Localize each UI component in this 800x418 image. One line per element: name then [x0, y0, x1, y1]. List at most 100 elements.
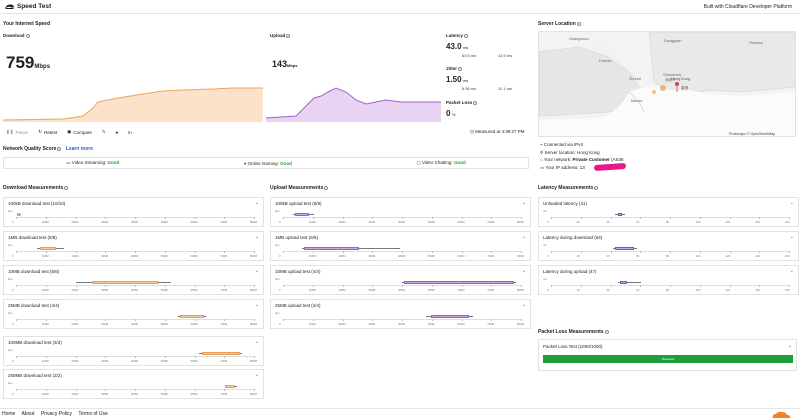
chevron-down-icon[interactable]: ⌄ — [787, 343, 792, 349]
axis-tick-label: 500M — [427, 220, 435, 224]
quality-online-gaming: ⌖ Online Gaming: Good — [243, 160, 292, 166]
linkedin-share-icon[interactable]: in — [128, 129, 132, 135]
info-icon[interactable] — [286, 33, 291, 38]
axis-tick — [342, 285, 343, 287]
server-location-title: Server Location — [538, 21, 581, 27]
axis-tick-label: 600M — [190, 254, 198, 258]
axis-tick — [105, 356, 106, 358]
box-plot-bar[interactable] — [620, 280, 628, 284]
jitter-down: 6.56 ms — [462, 86, 477, 91]
axis-unit-label: bps — [275, 311, 280, 315]
box-plot-bar[interactable] — [39, 246, 57, 250]
built-with-link[interactable]: Built with Cloudflare Developer Platform — [703, 4, 792, 10]
box-plot-bar[interactable] — [201, 351, 240, 355]
chevron-down-icon[interactable]: ⌄ — [521, 268, 526, 274]
facebook-share-icon[interactable]: ● — [115, 129, 119, 135]
measurement-card[interactable]: 1MB upload test (6/6) ⌄ bps 0 100M 200M 300M 40… — [270, 231, 531, 261]
axis-tick-label: 300M — [368, 220, 376, 224]
chevron-down-icon[interactable]: ⌄ — [789, 234, 794, 240]
measurement-card[interactable]: 25MB download test (4/4) ⌄ bps 0 100M 200M 300… — [3, 299, 264, 329]
chevron-down-icon[interactable]: ⌄ — [789, 200, 794, 206]
info-icon[interactable] — [464, 33, 469, 38]
chevron-down-icon[interactable]: ⌄ — [521, 302, 526, 308]
box-plot-bar[interactable] — [180, 314, 205, 318]
footer-link-privacy[interactable]: Privacy Policy — [40, 411, 73, 417]
retest-button[interactable]: ↻ Retest — [38, 129, 58, 135]
measurement-card[interactable]: 1MB download test (8/8) ⌄ bps 0 100M 200M 300M… — [3, 231, 264, 261]
footer-link-about[interactable]: About — [21, 411, 35, 417]
chevron-down-icon[interactable]: ⌄ — [521, 200, 526, 206]
box-plot-bar[interactable] — [404, 280, 514, 284]
measurement-card[interactable]: 100kB upload test (8/8) ⌄ bps 0 100M 200M 300M… — [270, 197, 531, 227]
box-plot-bar[interactable] — [17, 212, 20, 216]
chevron-down-icon[interactable]: ⌄ — [254, 372, 259, 378]
axis-tick-label: 100 — [695, 220, 701, 224]
box-plot-bar[interactable] — [225, 384, 235, 388]
measurement-card[interactable]: Latency during download (64) ⌄ ms 0 20 40 60 80… — [538, 231, 799, 261]
box-plot-bar[interactable] — [92, 280, 159, 284]
download-measurements-title: Download Measurements — [3, 185, 69, 191]
measurement-card[interactable]: 25MB upload test (4/4) ⌄ bps 0 100M 200M 300M 4… — [270, 299, 531, 329]
speed-test-logo-icon — [5, 4, 14, 9]
compare-button[interactable]: ▣ Compare — [67, 129, 92, 135]
ip-row: ▭ Your IP address: 13 — [540, 164, 585, 170]
chevron-down-icon[interactable]: ⌄ — [254, 268, 259, 274]
box-plot-bar[interactable] — [304, 246, 360, 250]
info-icon[interactable] — [576, 21, 581, 26]
axis-tick — [789, 251, 790, 253]
axis-tick — [402, 285, 403, 287]
learn-more-link[interactable]: Learn more — [65, 146, 93, 152]
axis-tick — [283, 217, 284, 219]
measurement-card[interactable]: 250MB download test (2/2) ⌄ bps 0 100M 200M 30… — [3, 369, 264, 399]
cloudflare-logo-icon[interactable] — [770, 410, 792, 418]
info-icon[interactable] — [25, 33, 30, 38]
jitter-value: 1.50 ms — [446, 75, 469, 84]
axis-tick-label: 80 — [666, 254, 670, 258]
axis-tick-label: 500M — [160, 220, 168, 224]
info-icon[interactable] — [604, 329, 609, 334]
axis-unit-label: bps — [8, 348, 13, 352]
pause-button[interactable]: ❚❚ Pause — [6, 129, 29, 135]
chevron-down-icon[interactable]: ⌄ — [254, 339, 259, 345]
chevron-down-icon[interactable]: ⌄ — [254, 234, 259, 240]
axis-tick — [402, 319, 403, 321]
upload-value: 143Mbps — [272, 59, 298, 69]
info-icon[interactable] — [473, 100, 478, 105]
info-icon[interactable] — [64, 185, 69, 190]
measurement-card[interactable]: 100MB download test (3/3) ⌄ bps 0 100M 200M 30… — [3, 336, 264, 366]
axis-tick — [372, 217, 373, 219]
axis-tick-label: 0 — [12, 322, 14, 326]
info-icon[interactable] — [458, 66, 463, 71]
chevron-down-icon[interactable]: ⌄ — [521, 234, 526, 240]
server-map[interactable]: Shenzhen 深圳市 Hong Kong 香港 Zhuhai Macau F… — [538, 31, 796, 137]
footer-link-terms[interactable]: Terms of Use — [78, 411, 108, 417]
measurement-card[interactable]: Latency during upload (47) ⌄ ms 0 20 40 60 80 10… — [538, 265, 799, 295]
box-plot-bar[interactable] — [294, 212, 310, 216]
axis-tick — [551, 285, 552, 287]
info-icon[interactable] — [594, 185, 599, 190]
axis-tick — [224, 389, 225, 391]
box-plot-bar[interactable] — [430, 314, 469, 318]
packet-loss-card[interactable]: Packet Loss Test (1000/1000) ⌄ Received — [538, 339, 797, 371]
measurement-card[interactable]: Unloaded latency (41) ⌄ ms 0 20 40 60 80 100 120 1… — [538, 197, 799, 227]
measurement-card[interactable]: 10MB upload test (4/4) ⌄ bps 0 100M 200M 300M 4… — [270, 265, 531, 295]
axis-tick — [789, 285, 790, 287]
chevron-down-icon[interactable]: ⌄ — [254, 302, 259, 308]
chevron-down-icon[interactable]: ⌄ — [254, 200, 259, 206]
app-title[interactable]: Speed Test — [17, 3, 52, 10]
box-plot-bar[interactable] — [615, 246, 635, 250]
chevron-down-icon[interactable]: ⌄ — [789, 268, 794, 274]
axis-tick-label: 600M — [190, 392, 198, 396]
measurement-card[interactable]: 10MB download test (6/6) ⌄ bps 0 100M 200M 300… — [3, 265, 264, 295]
info-icon[interactable] — [324, 185, 329, 190]
axis-tick-label: 200M — [71, 220, 79, 224]
footer-link-home[interactable]: Home — [2, 411, 16, 417]
axis-tick-label: 400M — [398, 288, 405, 292]
axis-tick-label: 100M — [308, 288, 316, 292]
axis-tick-label: 300M — [368, 254, 376, 258]
info-icon[interactable] — [57, 146, 62, 151]
measurement-card[interactable]: 100kB download test (10/10) ⌄ bps 0 100M 200M… — [3, 197, 264, 227]
x-share-icon[interactable]: 𝕏 — [101, 129, 106, 134]
box-plot-bar[interactable] — [617, 212, 623, 216]
axis-tick-label: 0 — [279, 254, 281, 258]
